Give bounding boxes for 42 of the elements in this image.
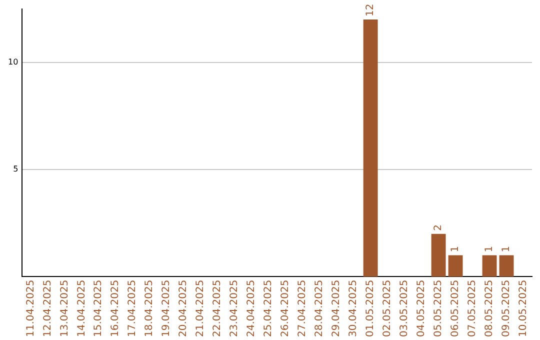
x-tick-label: 08.05.2025 [484, 280, 496, 338]
x-tick-label: 06.05.2025 [450, 280, 462, 338]
x-tick-label: 10.05.2025 [518, 280, 530, 338]
x-tick-label: 15.04.2025 [93, 280, 104, 338]
data-label: 2 [433, 224, 444, 231]
bar [499, 255, 514, 277]
data-label: 1 [501, 246, 512, 252]
x-tick-label: 09.05.2025 [501, 280, 512, 338]
x-tick-label: 13.04.2025 [59, 280, 70, 338]
y-tick-label: 5 [13, 164, 18, 174]
x-tick-label: 22.04.2025 [212, 280, 224, 338]
x-tick-label: 11.04.2025 [25, 280, 36, 338]
x-tick-label: 04.05.2025 [416, 280, 428, 338]
x-tick-label: 18.04.2025 [144, 280, 156, 338]
data-label: 1 [484, 246, 496, 252]
x-tick-label: 07.05.2025 [467, 280, 478, 338]
data-label: 12 [365, 4, 376, 17]
x-tick-label: 19.04.2025 [161, 280, 172, 338]
x-tick-label: 23.04.2025 [229, 280, 240, 338]
x-tick-label: 20.04.2025 [178, 280, 190, 338]
x-tick-label: 12.04.2025 [42, 280, 54, 338]
x-tick-label: 29.04.2025 [331, 280, 342, 338]
x-tick-label: 21.04.2025 [195, 280, 206, 338]
x-tick-label: 28.04.2025 [314, 280, 326, 338]
x-tick-label: 26.04.2025 [280, 280, 292, 338]
bar [431, 234, 446, 277]
x-tick-label: 24.04.2025 [246, 280, 258, 338]
x-tick-label: 27.04.2025 [297, 280, 308, 338]
x-tick-label: 25.04.2025 [263, 280, 274, 338]
x-tick-label: 03.05.2025 [399, 280, 410, 338]
bar [448, 255, 463, 277]
x-tick-label: 01.05.2025 [365, 280, 376, 338]
x-tick-label: 17.04.2025 [127, 280, 138, 338]
x-tick-label: 05.05.2025 [433, 280, 444, 338]
x-tick-label: 16.04.2025 [110, 280, 122, 338]
bar [482, 255, 497, 277]
x-tick-label: 14.04.2025 [76, 280, 88, 338]
x-tick-label: 02.05.2025 [382, 280, 394, 338]
y-tick-label: 10 [8, 57, 18, 66]
bar [363, 20, 378, 277]
data-label: 1 [450, 246, 462, 252]
x-tick-label: 30.04.2025 [348, 280, 360, 338]
